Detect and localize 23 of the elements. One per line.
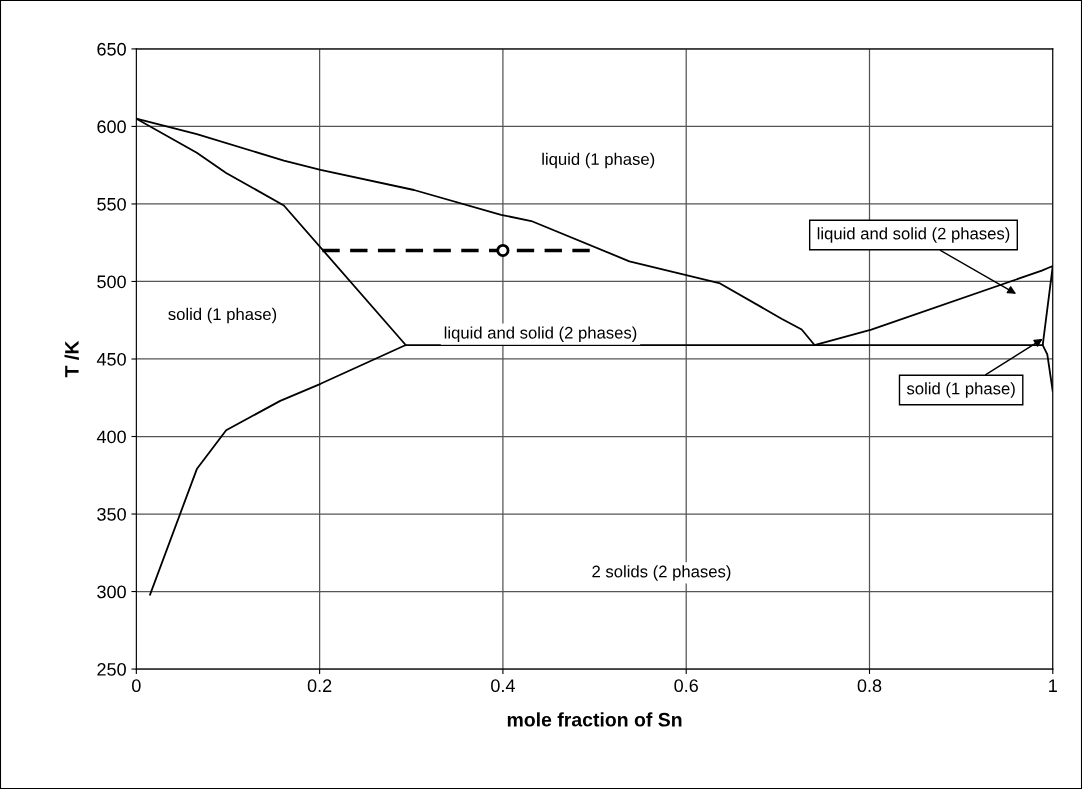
annotation: solid (1 phase)	[906, 382, 1015, 398]
annotation: liquid (1 phase)	[542, 152, 655, 169]
y-tick-label: 650	[97, 42, 126, 56]
y-tick-label: 500	[97, 275, 126, 289]
y-tick-label: 400	[96, 430, 126, 444]
y-axis-title: T /K	[64, 340, 79, 378]
annotation: 2 solids (2 phases)	[592, 565, 731, 581]
annotation: liquid and solid (2 phases)	[444, 326, 637, 342]
x-tick-label: 0.6	[674, 679, 698, 693]
x-tick-label: 0.8	[857, 679, 882, 693]
x-tick-label: 0.2	[307, 679, 332, 693]
x-axis-title: mole fraction of Sn	[507, 712, 682, 727]
y-tick-label: 350	[97, 507, 126, 521]
y-tick-label: 300	[97, 585, 126, 599]
y-tick-label: 550	[97, 197, 126, 211]
x-tick-label: 0	[132, 679, 141, 693]
annotation: liquid and solid (2 phases)	[817, 227, 1010, 243]
x-tick-label: 0.4	[491, 679, 515, 693]
x-tick-label: 1	[1049, 679, 1057, 692]
annotation: solid (1 phase)	[168, 307, 277, 324]
y-tick-label: 600	[97, 120, 126, 134]
y-tick-label: 250	[97, 663, 126, 676]
y-tick-label: 450	[96, 352, 126, 366]
